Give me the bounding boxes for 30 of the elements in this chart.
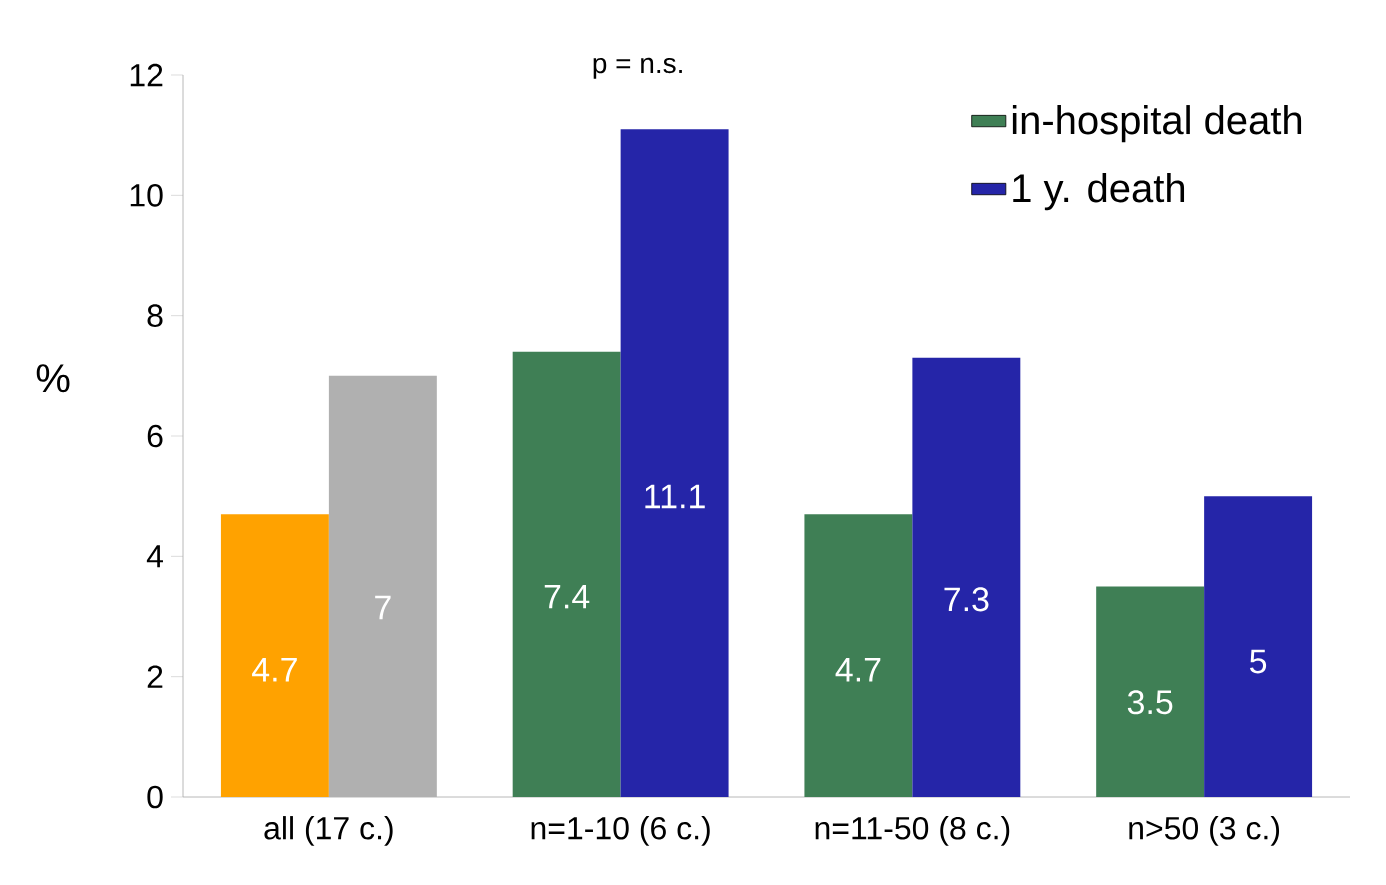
legend-label: in-hospital death <box>1012 105 1302 143</box>
data-label: 4.7 <box>252 658 297 682</box>
bar <box>512 351 621 797</box>
data-label: 3.5 <box>1127 690 1173 715</box>
data-label: 7.4 <box>544 584 590 609</box>
data-label: 7 <box>375 595 391 620</box>
data-label: 11.1 <box>645 484 705 509</box>
data-label: 4.7 <box>835 658 881 682</box>
y-tick-label: 12 <box>130 63 163 87</box>
bar <box>220 514 329 797</box>
y-axis-title: % <box>36 364 70 393</box>
y-tick-label: 2 <box>147 665 163 688</box>
x-tick-label: n=1-10 (6 c.) <box>531 816 710 846</box>
legend-label: 1 y. death <box>1013 173 1185 211</box>
bar <box>804 514 913 797</box>
x-tick-label: n>50 (3 c.) <box>1129 816 1280 846</box>
y-tick-label: 10 <box>130 184 163 207</box>
y-tick-label: 8 <box>147 304 163 327</box>
x-tick-label: all (17 c.) <box>264 816 393 846</box>
data-label: 7.3 <box>944 587 989 612</box>
bar <box>1096 586 1205 797</box>
bar <box>912 357 1021 797</box>
y-tick-label: 6 <box>147 424 163 448</box>
data-label: 5 <box>1250 649 1267 674</box>
bar <box>1204 496 1313 797</box>
x-tick-label: n=11-50 (8 c.) <box>815 816 1010 846</box>
y-tick-label: 4 <box>146 545 163 568</box>
annotation: p = n.s. <box>593 57 682 79</box>
y-tick-label: 0 <box>147 785 163 809</box>
bar <box>620 129 729 797</box>
